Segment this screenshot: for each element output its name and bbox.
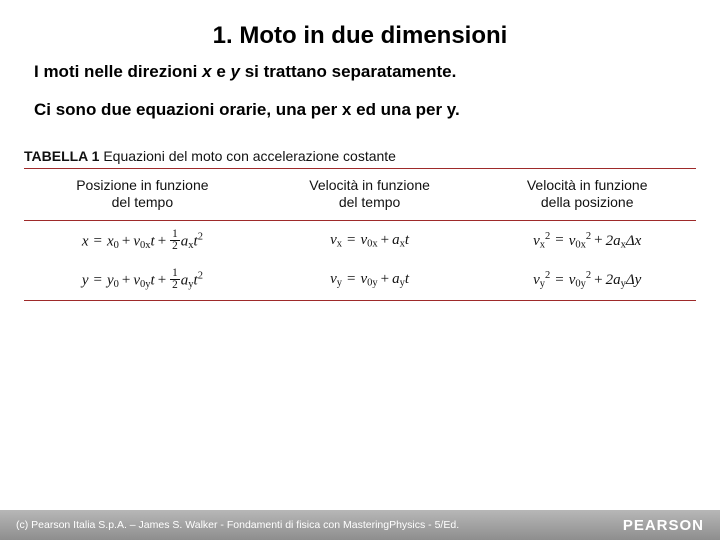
col-header-velocity-time: Velocità in funzionedel tempo [261, 168, 479, 220]
body-text: I moti nelle direzioni x e y si trattano… [0, 60, 720, 122]
footer-bar: (c) Pearson Italia S.p.A. – James S. Wal… [0, 510, 720, 540]
eq-position-x: x=x0+v0xt+12axt2 [24, 220, 261, 260]
intro-line-2: Ci sono due equazioni orarie, una per x … [34, 98, 686, 122]
table-caption: TABELLA 1 Equazioni del moto con acceler… [24, 148, 696, 164]
eq-velocity-time-y: vy=v0y+ayt [261, 260, 479, 300]
pearson-logo: PEARSON [623, 517, 704, 534]
footer-copyright: (c) Pearson Italia S.p.A. – James S. Wal… [16, 519, 459, 531]
col-header-position: Posizione in funzionedel tempo [24, 168, 261, 220]
intro-line-1: I moti nelle direzioni x e y si trattano… [34, 60, 686, 84]
page-title: 1. Moto in due dimensioni [0, 0, 720, 60]
eq-velocity-position-x: vx2=v0x2+2axΔx [478, 220, 696, 260]
table-header-row: Posizione in funzionedel tempo Velocità … [24, 168, 696, 220]
slide: 1. Moto in due dimensioni I moti nelle d… [0, 0, 720, 540]
eq-velocity-position-y: vy2=v0y2+2ayΔy [478, 260, 696, 300]
col-header-velocity-position: Velocità in funzionedella posizione [478, 168, 696, 220]
eq-position-y: y=y0+v0yt+12ayt2 [24, 260, 261, 300]
eq-velocity-time-x: vx=v0x+axt [261, 220, 479, 260]
table-row-x: x=x0+v0xt+12axt2 vx=v0x+axt vx2=v0x2+2ax… [24, 220, 696, 260]
equations-table-wrap: TABELLA 1 Equazioni del moto con acceler… [24, 148, 696, 301]
equations-table: Posizione in funzionedel tempo Velocità … [24, 168, 696, 301]
table-row-y: y=y0+v0yt+12ayt2 vy=v0y+ayt vy2=v0y2+2ay… [24, 260, 696, 300]
